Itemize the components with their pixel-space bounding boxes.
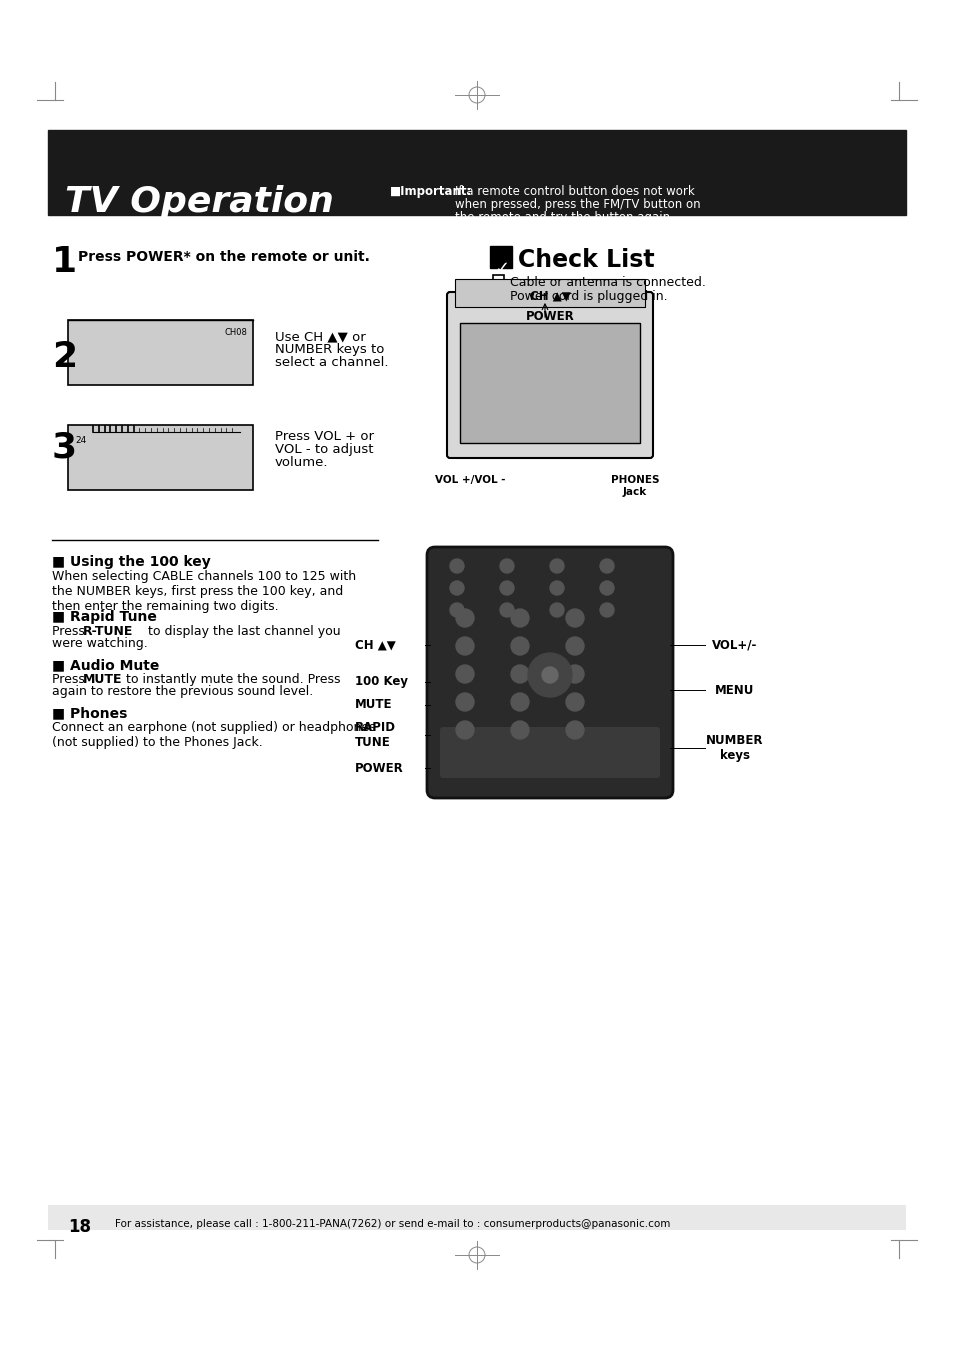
Circle shape	[450, 581, 463, 594]
Circle shape	[511, 609, 529, 627]
Text: 24: 24	[75, 436, 86, 444]
Text: ■ Phones: ■ Phones	[52, 707, 128, 720]
Bar	[493, 289, 503, 300]
Text: VOL +/VOL -: VOL +/VOL -	[435, 476, 505, 485]
Text: PHONES
Jack: PHONES Jack	[610, 476, 659, 497]
Text: were watching.: were watching.	[52, 638, 148, 650]
Circle shape	[565, 721, 583, 739]
Bar	[48, 1205, 905, 1229]
Bar	[48, 130, 905, 215]
Text: to display the last channel you: to display the last channel you	[144, 626, 340, 638]
Text: TV Operation: TV Operation	[65, 185, 334, 219]
Text: CH08: CH08	[225, 328, 248, 336]
Text: Press VOL + or: Press VOL + or	[274, 430, 374, 443]
FancyBboxPatch shape	[447, 292, 652, 458]
Circle shape	[565, 638, 583, 655]
Bar	[493, 276, 503, 286]
Circle shape	[541, 667, 558, 684]
Text: RAPID
TUNE: RAPID TUNE	[355, 721, 395, 748]
Text: Check List: Check List	[517, 249, 654, 272]
Circle shape	[599, 581, 614, 594]
Text: volume.: volume.	[274, 457, 328, 469]
Circle shape	[499, 603, 514, 617]
Text: Press: Press	[52, 673, 89, 686]
Circle shape	[499, 581, 514, 594]
Text: Use CH ▲▼ or: Use CH ▲▼ or	[274, 330, 365, 343]
Text: ✓: ✓	[494, 259, 509, 278]
Text: Connect an earphone (not supplied) or headphones
(not supplied) to the Phones Ja: Connect an earphone (not supplied) or he…	[52, 721, 375, 748]
Text: NUMBER
keys: NUMBER keys	[705, 734, 763, 762]
Circle shape	[456, 609, 474, 627]
Text: POWER: POWER	[355, 762, 403, 774]
Circle shape	[599, 559, 614, 573]
Text: For assistance, please call : 1-800-211-PANA(7262) or send e-mail to : consumerp: For assistance, please call : 1-800-211-…	[115, 1219, 670, 1229]
Text: 3: 3	[52, 430, 77, 463]
Text: If a remote control button does not work: If a remote control button does not work	[455, 185, 694, 199]
Text: R-TUNE: R-TUNE	[83, 626, 133, 638]
Bar	[68, 426, 253, 490]
Circle shape	[499, 559, 514, 573]
Text: MENU: MENU	[715, 684, 754, 697]
Bar	[490, 246, 512, 267]
Text: VOL - to adjust: VOL - to adjust	[274, 443, 374, 457]
Text: POWER: POWER	[525, 309, 574, 323]
Circle shape	[511, 665, 529, 684]
Text: 18: 18	[68, 1219, 91, 1236]
Text: ■Important:: ■Important:	[390, 185, 472, 199]
Text: ■ Audio Mute: ■ Audio Mute	[52, 658, 159, 671]
Text: select a channel.: select a channel.	[274, 357, 388, 369]
Text: Press POWER* on the remote or unit.: Press POWER* on the remote or unit.	[78, 250, 370, 263]
Text: CH ▲▼: CH ▲▼	[529, 290, 570, 303]
Text: Press: Press	[52, 626, 89, 638]
Bar	[68, 320, 253, 385]
Text: MUTE: MUTE	[83, 673, 122, 686]
Circle shape	[456, 721, 474, 739]
Bar	[459, 323, 639, 443]
Text: ■ Rapid Tune: ■ Rapid Tune	[52, 611, 156, 624]
Circle shape	[511, 638, 529, 655]
Circle shape	[450, 559, 463, 573]
Circle shape	[599, 603, 614, 617]
Text: Cable or antenna is connected.: Cable or antenna is connected.	[510, 276, 705, 289]
Text: when pressed, press the FM/TV button on: when pressed, press the FM/TV button on	[455, 199, 700, 211]
Circle shape	[450, 603, 463, 617]
Circle shape	[511, 693, 529, 711]
Text: ■ Using the 100 key: ■ Using the 100 key	[52, 555, 211, 569]
Circle shape	[511, 721, 529, 739]
Circle shape	[456, 693, 474, 711]
FancyBboxPatch shape	[439, 727, 659, 778]
Circle shape	[550, 581, 563, 594]
Text: Power cord is plugged in.: Power cord is plugged in.	[510, 290, 667, 303]
FancyBboxPatch shape	[427, 547, 672, 798]
Text: VOL+/-: VOL+/-	[712, 639, 757, 651]
Circle shape	[550, 559, 563, 573]
Text: MUTE: MUTE	[355, 698, 392, 712]
Circle shape	[527, 653, 572, 697]
Text: When selecting CABLE channels 100 to 125 with
the NUMBER keys, first press the 1: When selecting CABLE channels 100 to 125…	[52, 570, 355, 613]
Text: the remote and try the button again.: the remote and try the button again.	[455, 211, 673, 224]
Circle shape	[550, 603, 563, 617]
Text: 1: 1	[52, 245, 77, 280]
Text: 2: 2	[52, 340, 77, 374]
Text: NUMBER keys to: NUMBER keys to	[274, 343, 384, 357]
Text: CH ▲▼: CH ▲▼	[355, 639, 395, 651]
Text: to instantly mute the sound. Press: to instantly mute the sound. Press	[122, 673, 340, 686]
Circle shape	[456, 665, 474, 684]
Circle shape	[565, 665, 583, 684]
Circle shape	[565, 693, 583, 711]
Circle shape	[456, 638, 474, 655]
Text: again to restore the previous sound level.: again to restore the previous sound leve…	[52, 685, 313, 698]
Circle shape	[565, 609, 583, 627]
Text: 100 Key: 100 Key	[355, 676, 408, 689]
Bar	[455, 280, 644, 307]
